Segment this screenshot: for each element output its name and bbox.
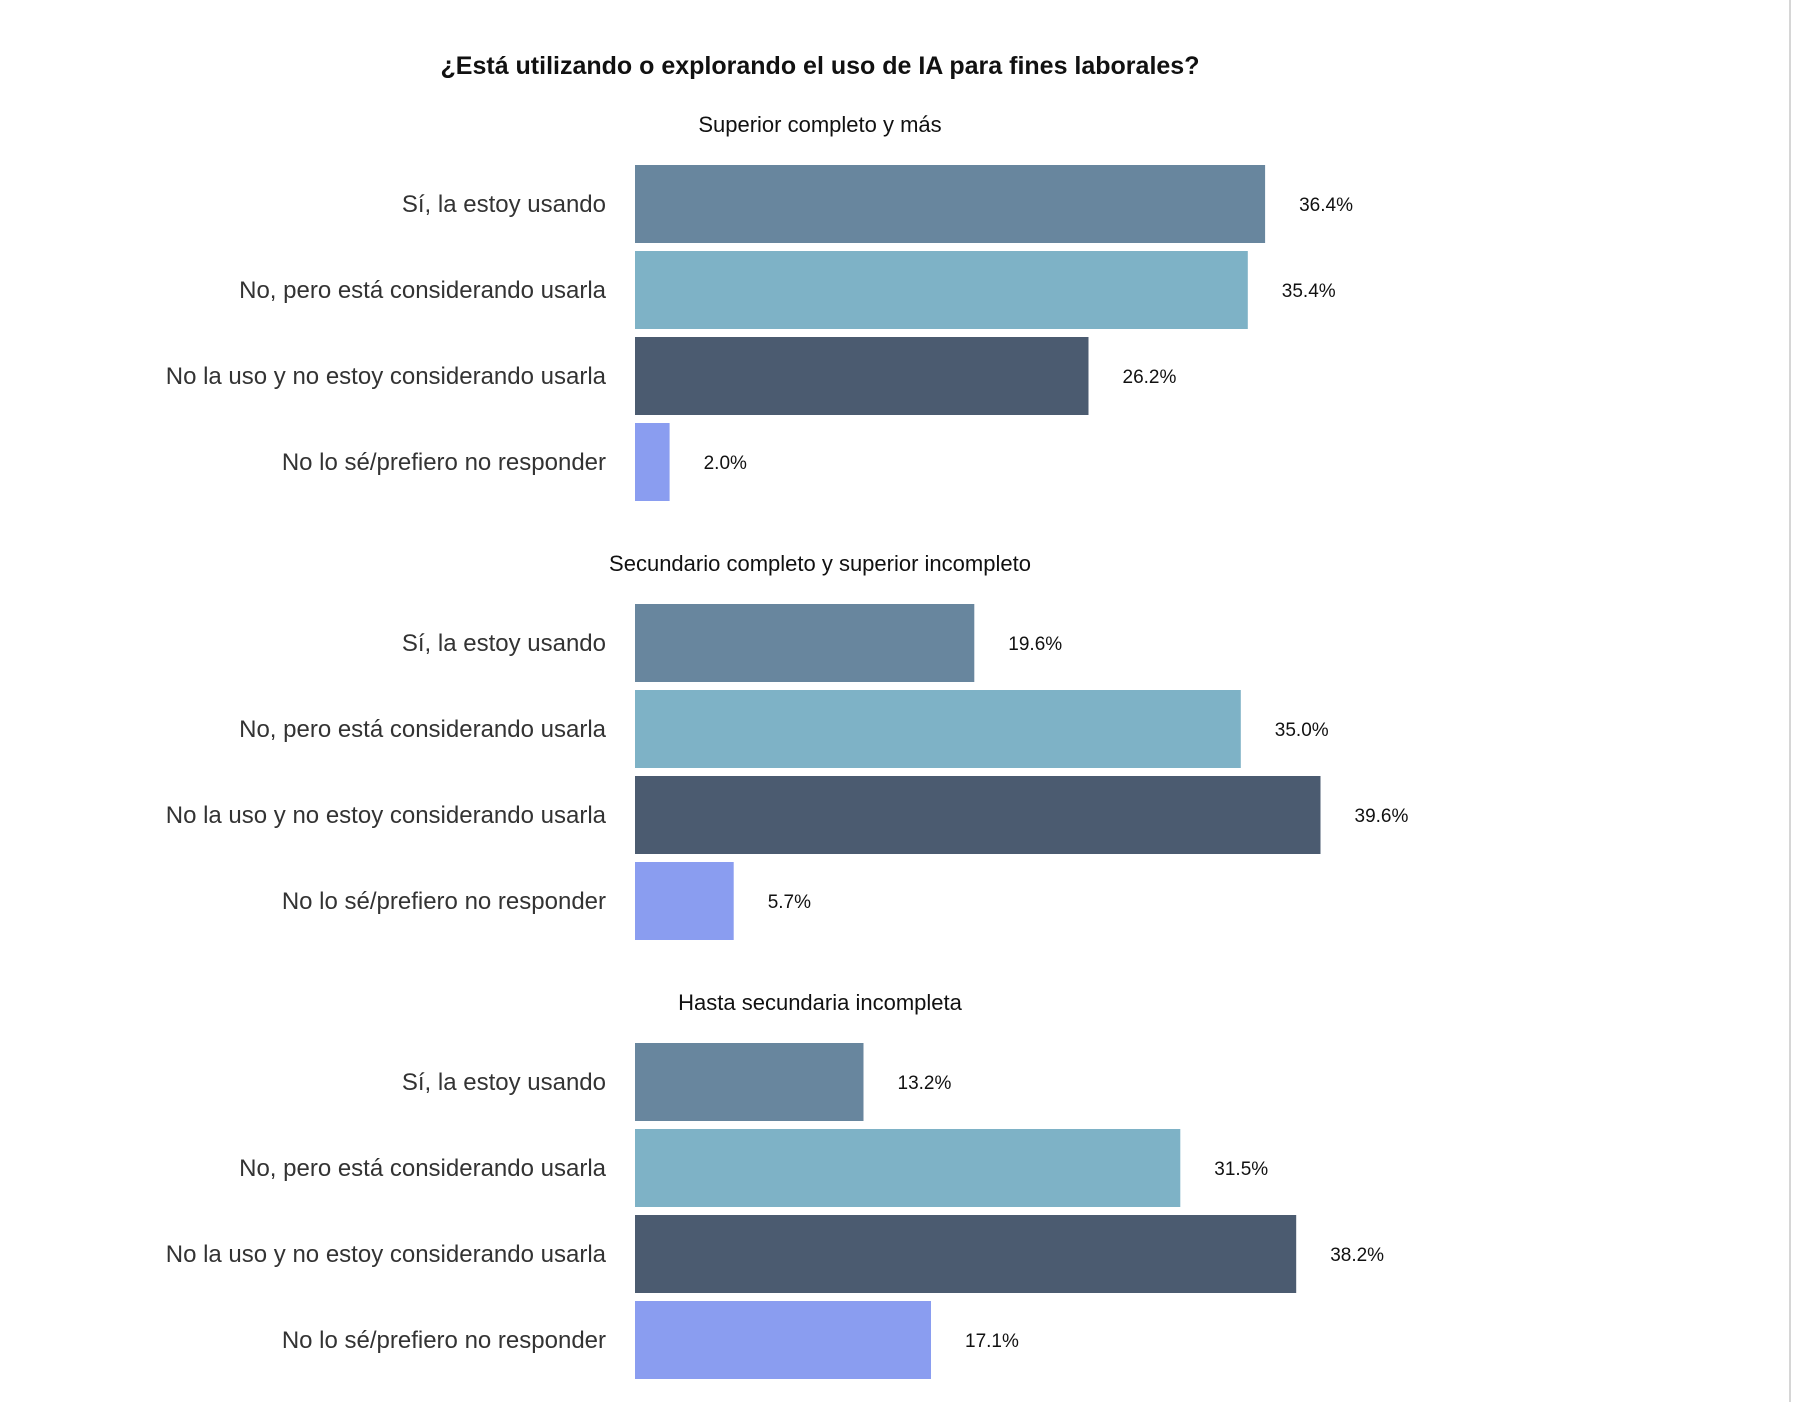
category-label: No lo sé/prefiero no responder bbox=[282, 449, 606, 476]
category-label: Sí, la estoy usando bbox=[402, 191, 606, 218]
category-label: No lo sé/prefiero no responder bbox=[282, 1327, 606, 1354]
bar bbox=[635, 1043, 864, 1121]
data-label: 38.2% bbox=[1330, 1245, 1384, 1266]
bar bbox=[635, 1129, 1181, 1207]
bar bbox=[635, 165, 1266, 243]
category-label: No la uso y no estoy considerando usarla bbox=[166, 363, 607, 390]
data-label: 17.1% bbox=[965, 1331, 1019, 1352]
data-label: 31.5% bbox=[1214, 1159, 1268, 1180]
category-label: No, pero está considerando usarla bbox=[239, 277, 607, 304]
panel-title: Secundario completo y superior incomplet… bbox=[609, 551, 1031, 576]
panel-2: Secundario completo y superior incomplet… bbox=[166, 551, 1409, 940]
category-label: Sí, la estoy usando bbox=[402, 630, 606, 657]
category-label: No, pero está considerando usarla bbox=[239, 1155, 607, 1182]
bar bbox=[635, 337, 1089, 415]
category-label: No la uso y no estoy considerando usarla bbox=[166, 802, 607, 829]
data-label: 26.2% bbox=[1123, 367, 1177, 388]
category-label: No lo sé/prefiero no responder bbox=[282, 888, 606, 915]
panel-1: Superior completo y más Sí, la estoy usan… bbox=[166, 112, 1353, 501]
data-label: 2.0% bbox=[704, 453, 747, 474]
page-divider bbox=[1789, 0, 1791, 1402]
data-label: 19.6% bbox=[1008, 634, 1062, 655]
data-label: 13.2% bbox=[898, 1073, 952, 1094]
data-label: 36.4% bbox=[1299, 195, 1353, 216]
data-label: 39.6% bbox=[1355, 806, 1409, 827]
bar bbox=[635, 776, 1321, 854]
bar bbox=[635, 690, 1241, 768]
panel-3: Hasta secundaria incompleta Sí, la estoy … bbox=[166, 990, 1384, 1379]
panel-title: Superior completo y más bbox=[698, 112, 941, 137]
bar bbox=[635, 862, 734, 940]
bar bbox=[635, 1301, 931, 1379]
bar bbox=[635, 604, 975, 682]
category-label: No la uso y no estoy considerando usarla bbox=[166, 1241, 607, 1268]
category-label: No, pero está considerando usarla bbox=[239, 716, 607, 743]
data-label: 35.4% bbox=[1282, 281, 1336, 302]
chart-title: ¿Está utilizando o explorando el uso de … bbox=[441, 52, 1200, 80]
bar bbox=[635, 1215, 1297, 1293]
category-label: Sí, la estoy usando bbox=[402, 1069, 606, 1096]
bar bbox=[635, 423, 670, 501]
data-label: 35.0% bbox=[1275, 720, 1329, 741]
bar bbox=[635, 251, 1248, 329]
panel-title: Hasta secundaria incompleta bbox=[678, 990, 962, 1015]
data-label: 5.7% bbox=[768, 892, 811, 913]
